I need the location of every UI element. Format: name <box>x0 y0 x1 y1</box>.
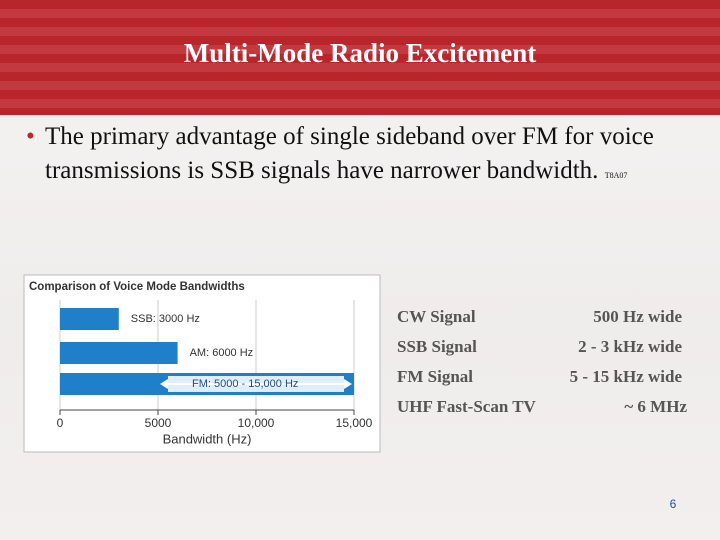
arrow-head <box>344 379 352 389</box>
bar-label: SSB: 3000 Hz <box>131 313 200 325</box>
row-label: FM Signal <box>397 367 473 386</box>
row-value: 500 Hz wide <box>593 307 682 326</box>
row-label: UHF Fast-Scan TV <box>397 397 537 416</box>
header-band <box>0 0 720 115</box>
row-value: ~ 6 MHz <box>624 397 687 416</box>
bar-label: AM: 6000 Hz <box>190 347 254 359</box>
bar-label: FM: 5000 - 15,000 Hz <box>192 378 298 390</box>
row-value: 2 - 3 kHz wide <box>578 337 682 356</box>
bar <box>60 308 119 330</box>
arrow-head <box>160 379 168 389</box>
x-tick-label: 0 <box>57 416 64 430</box>
x-tick-label: 15,000 <box>336 416 373 430</box>
row-value: 5 - 15 kHz wide <box>570 367 683 386</box>
row-label: CW Signal <box>397 307 476 326</box>
row-label: SSB Signal <box>397 337 477 356</box>
page-number: 6 <box>670 497 677 511</box>
bullet: The primary advantage of single sideband… <box>45 120 675 193</box>
chart-title: Comparison of Voice Mode Bandwidths <box>29 281 245 293</box>
x-axis-label: Bandwidth (Hz) <box>163 431 252 446</box>
bullet-marker: • <box>26 123 35 150</box>
bullet-text: The primary advantage of single sideband… <box>45 123 654 184</box>
x-tick-label: 10,000 <box>238 416 275 430</box>
question-tag: T8A07 <box>604 171 628 180</box>
x-tick-label: 5000 <box>145 416 172 430</box>
slide-title: Multi-Mode Radio Excitement <box>183 38 537 68</box>
bar <box>60 342 178 364</box>
